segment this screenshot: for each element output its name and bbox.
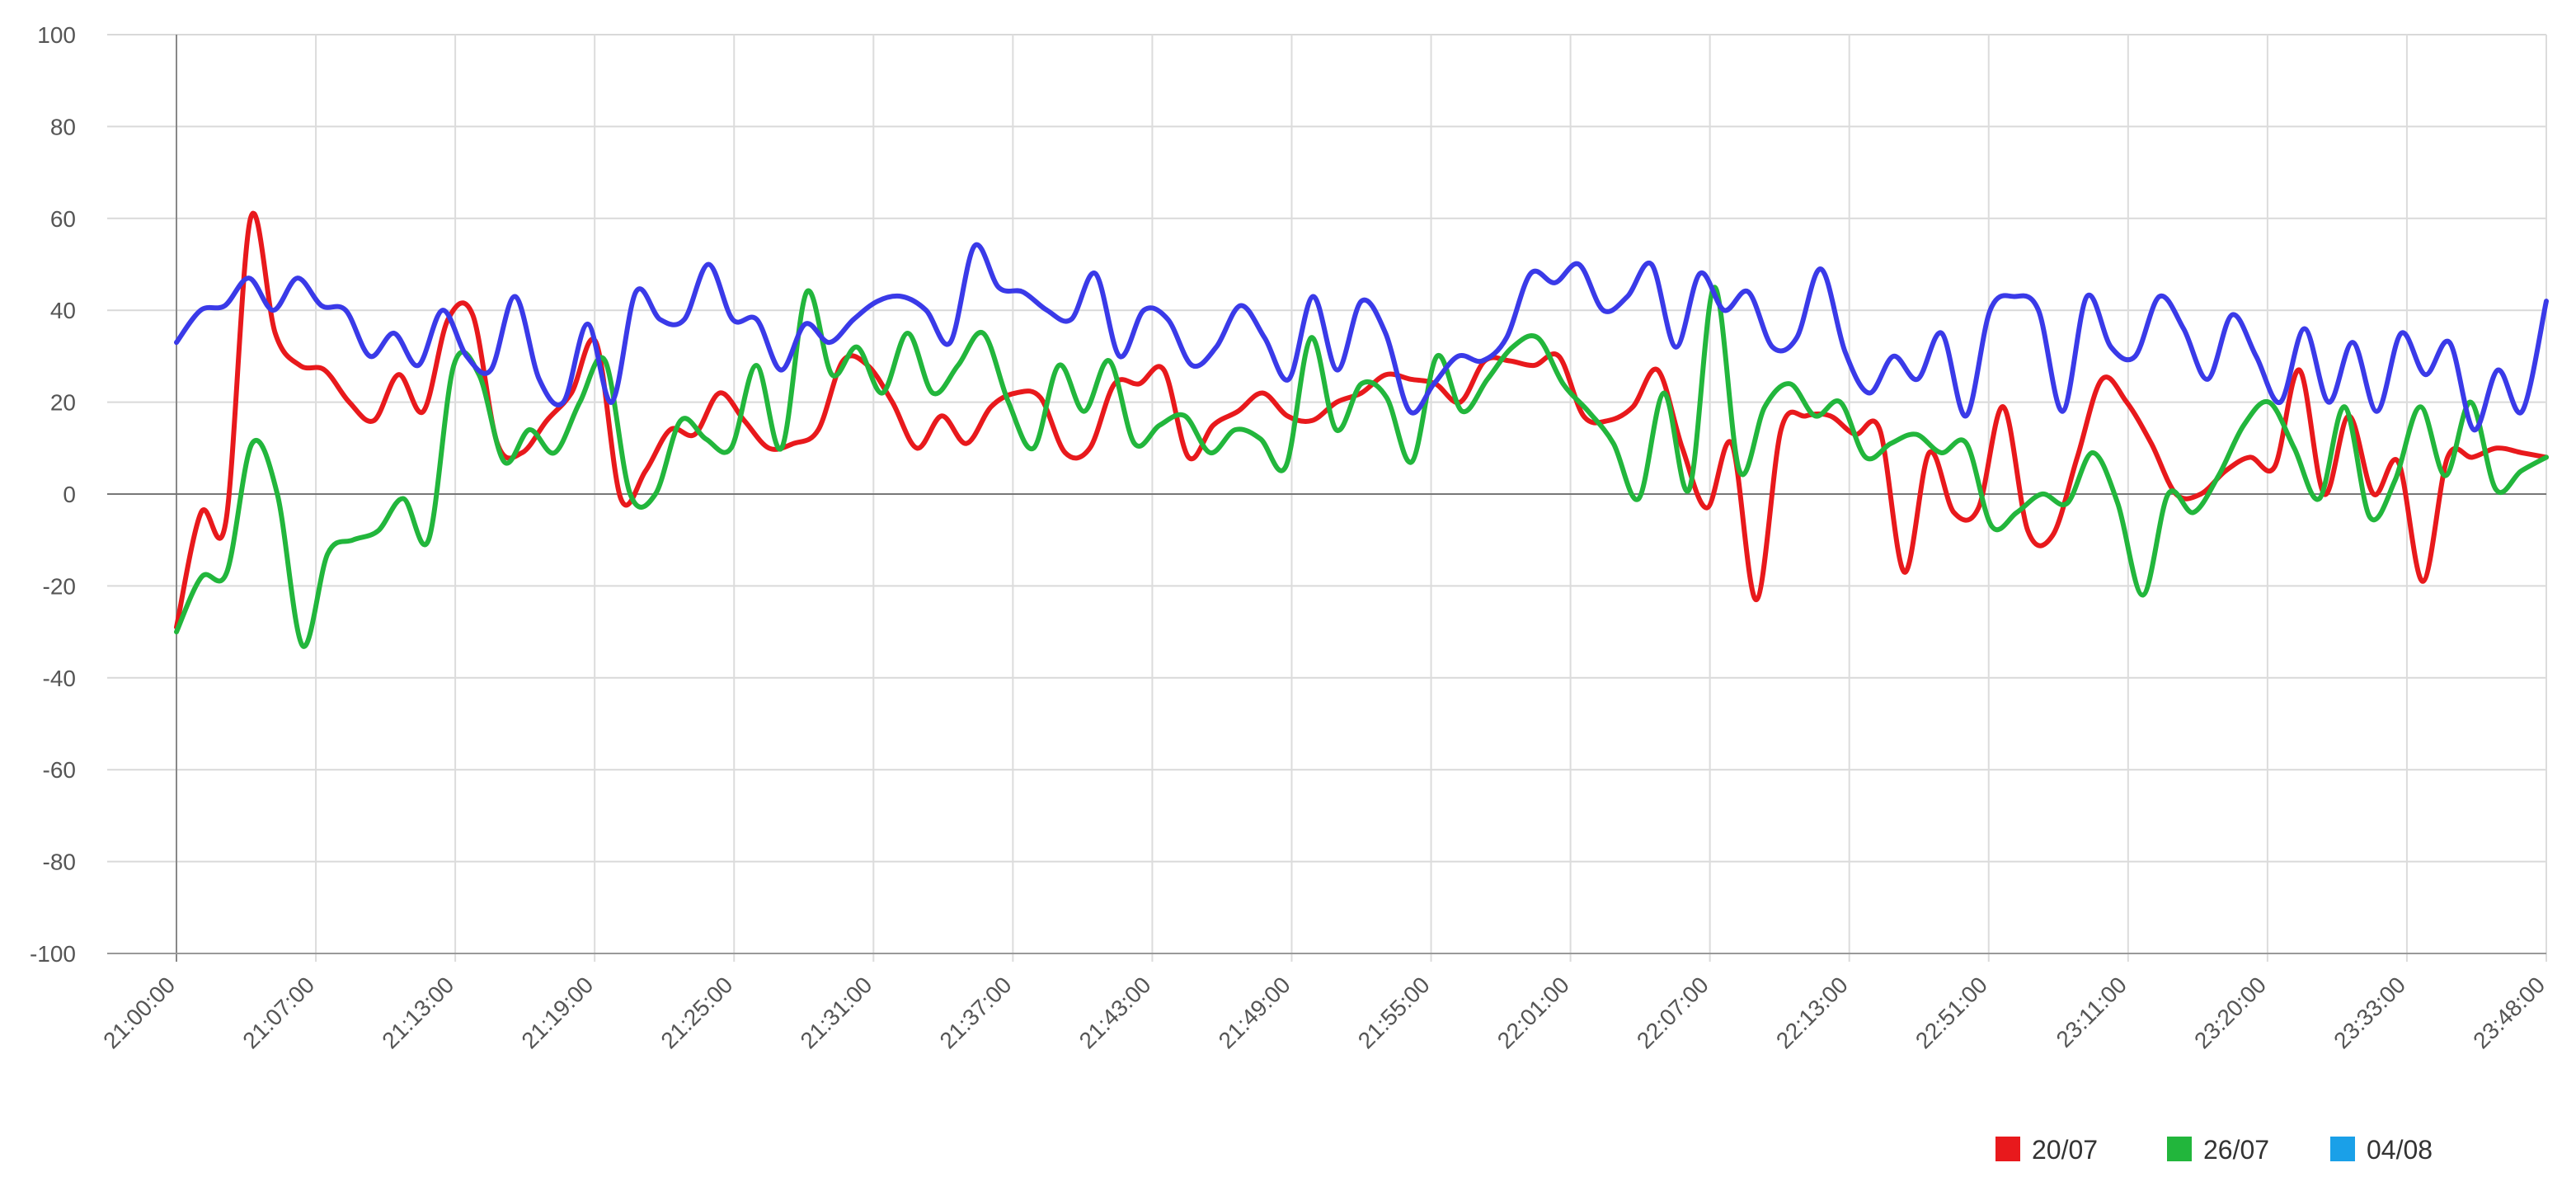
x-tick-label: 22:07:00 — [1632, 972, 1713, 1053]
x-tick-label: 21:31:00 — [796, 972, 877, 1053]
legend-swatch — [2330, 1137, 2355, 1161]
series-lines — [174, 210, 2549, 649]
y-tick-label: -40 — [43, 666, 76, 691]
y-tick-label: 100 — [37, 22, 76, 48]
series-line-26-07 — [174, 285, 2549, 649]
x-tick-label: 23:48:00 — [2468, 972, 2550, 1053]
y-tick-label: 20 — [50, 390, 76, 416]
x-tick-label: 21:00:00 — [98, 972, 180, 1053]
y-tick-label: -100 — [30, 941, 76, 967]
y-tick-label: 60 — [50, 206, 76, 232]
series-line-20-07 — [174, 210, 2549, 630]
x-tick-label: 21:13:00 — [377, 972, 458, 1053]
x-tick-label: 21:37:00 — [935, 972, 1017, 1053]
x-tick-label: 23:33:00 — [2329, 972, 2410, 1053]
legend-swatch — [1995, 1137, 2020, 1161]
legend-label: 04/08 — [2367, 1135, 2433, 1165]
legend-label: 26/07 — [2203, 1135, 2269, 1165]
y-tick-label: -60 — [43, 757, 76, 783]
y-tick-label: 0 — [63, 482, 76, 507]
y-axis-tick-labels: 100 80 60 40 20 0 -20 -40 -60 -80 -100 — [30, 22, 76, 967]
x-tick-label: 21:19:00 — [516, 972, 598, 1053]
x-axis-tick-labels: 21:00:00 21:07:00 21:13:00 21:19:00 21:25:00… — [98, 972, 2550, 1053]
x-tick-label: 23:11:00 — [2052, 972, 2132, 1052]
x-tick-label: 22:51:00 — [1911, 972, 1992, 1053]
axes — [107, 35, 2546, 962]
series-line-04-08 — [174, 242, 2549, 433]
y-tick-label: -80 — [43, 850, 76, 875]
y-tick-label: 40 — [50, 298, 76, 323]
y-tick-label: 80 — [50, 114, 76, 139]
x-tick-label: 22:01:00 — [1492, 972, 1574, 1053]
x-tick-label: 21:49:00 — [1214, 972, 1295, 1053]
legend-swatch — [2167, 1137, 2192, 1161]
x-tick-label: 21:07:00 — [237, 972, 319, 1053]
legend-label: 20/07 — [2032, 1135, 2098, 1165]
x-tick-label: 23:20:00 — [2189, 972, 2271, 1053]
x-tick-label: 21:55:00 — [1353, 972, 1435, 1053]
legend: 20/07 26/07 04/08 — [1995, 1135, 2433, 1165]
x-tick-label: 21:25:00 — [656, 972, 737, 1053]
y-tick-label: -20 — [43, 573, 76, 599]
x-tick-label: 22:13:00 — [1771, 972, 1853, 1053]
x-tick-label: 21:43:00 — [1074, 972, 1156, 1053]
